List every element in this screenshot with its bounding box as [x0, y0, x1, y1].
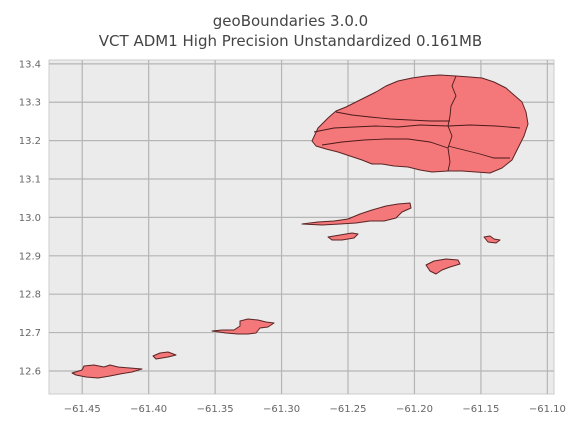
island-bequia	[301, 202, 412, 226]
y-tick-label: 13.0	[19, 213, 41, 224]
island-union	[71, 364, 143, 379]
y-gridlines	[49, 63, 554, 372]
y-tick-label: 13.1	[19, 175, 41, 186]
parish-boundary	[321, 138, 449, 149]
islands	[71, 74, 529, 379]
y-tick-label: 12.7	[19, 328, 41, 339]
island-saint-vincent	[311, 74, 529, 174]
island-canouan	[211, 318, 275, 335]
x-tick-label: −61.25	[330, 404, 367, 415]
island-mustique	[425, 258, 461, 275]
map-title: geoBoundaries 3.0.0	[212, 12, 369, 30]
x-tick-label: −61.45	[64, 404, 101, 415]
x-tick-label: −61.40	[130, 404, 167, 415]
y-tick-label: 13.3	[19, 98, 41, 109]
y-tick-label: 13.2	[19, 136, 41, 147]
x-tick-labels: −61.45 −61.40 −61.35 −61.30 −61.25 −61.20 −61.…	[64, 404, 566, 415]
island-quatre	[327, 232, 359, 241]
parish-boundary	[447, 145, 510, 159]
island-mayreau	[152, 351, 177, 360]
island-petit-mustique	[483, 235, 501, 244]
x-tick-label: −61.15	[462, 404, 499, 415]
x-tick-label: −61.10	[529, 404, 566, 415]
parish-boundary	[313, 124, 521, 133]
map-subtitle: VCT ADM1 High Precision Unstandardized 0…	[98, 32, 483, 50]
y-tick-labels: 12.6 12.7 12.8 12.9 13.0 13.1 13.2 13.3 13.4	[19, 59, 41, 377]
y-tick-label: 12.6	[19, 366, 41, 377]
x-tick-label: −61.30	[263, 404, 300, 415]
y-tick-label: 13.4	[19, 59, 41, 70]
y-tick-label: 12.8	[19, 290, 41, 301]
x-tick-label: −61.20	[396, 404, 433, 415]
x-tick-label: −61.35	[197, 404, 234, 415]
y-tick-label: 12.9	[19, 251, 41, 262]
parish-boundary	[335, 111, 450, 122]
